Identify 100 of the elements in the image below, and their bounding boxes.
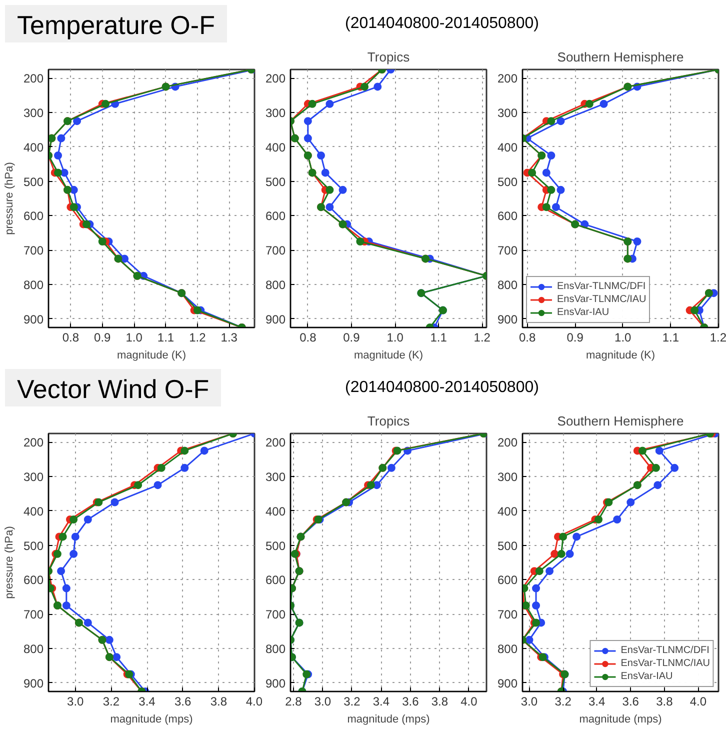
point (532, 602, 540, 610)
point (154, 481, 162, 490)
y-tick-label: 600 (265, 209, 286, 224)
point (374, 82, 382, 91)
point (73, 117, 82, 126)
chart-title: Southern Hemisphere (557, 50, 684, 64)
y-tick-label: 600 (497, 209, 518, 224)
y-tick-label: 400 (265, 140, 286, 154)
y-tick-label: 400 (497, 140, 518, 154)
point (532, 584, 540, 592)
legend-label: EnsVar-TLNMC/DFI (557, 280, 646, 293)
point (304, 117, 312, 126)
point (54, 168, 62, 177)
point (626, 498, 635, 506)
x-tick-label: 3.8 (431, 694, 448, 708)
y-tick-label: 700 (265, 608, 286, 622)
y-tick-label: 600 (497, 573, 518, 588)
x-tick-label: 4.0 (690, 694, 707, 708)
x-tick-label: 3.4 (372, 694, 390, 708)
point (193, 306, 202, 314)
x-axis-title: magnitude (mps) (347, 714, 430, 726)
y-tick-label: 600 (23, 209, 44, 224)
point (550, 550, 559, 558)
x-tick-label: 0.8 (518, 330, 536, 344)
x-tick-label: 2.8 (285, 694, 302, 708)
legend-label: EnsVar-IAU (557, 306, 610, 319)
y-tick-label: 500 (497, 538, 518, 553)
point (638, 446, 646, 455)
x-axis-title: magnitude (K) (586, 350, 656, 362)
y-tick-label: 800 (23, 278, 44, 292)
x-tick-label: 1.0 (614, 330, 632, 344)
line-series (290, 434, 486, 692)
point (547, 186, 556, 194)
x-tick-label: 3.2 (344, 694, 361, 708)
point (54, 152, 62, 160)
y-tick-label: 200 (497, 72, 518, 86)
y-tick-label: 200 (265, 436, 286, 450)
y-tick-label: 300 (23, 106, 44, 120)
y-tick-label: 900 (497, 312, 518, 326)
x-axis-title: magnitude (mps) (579, 714, 662, 726)
x-tick-label: 4.0 (246, 694, 263, 708)
chart-title: Temperature O-F (5, 5, 227, 46)
x-tick-label: 3.6 (402, 694, 420, 708)
point (552, 203, 560, 212)
y-tick-label: 200 (497, 436, 518, 450)
y-tick-label: 800 (265, 278, 286, 292)
chart-title: Tropics (367, 50, 410, 64)
point (556, 117, 565, 126)
point (600, 100, 608, 108)
x-tick-label: 3.0 (520, 694, 538, 708)
point (654, 481, 662, 490)
y-tick-label: 400 (23, 504, 44, 518)
point (57, 567, 66, 576)
y-tick-label: 400 (265, 504, 286, 518)
x-tick-label: 1.2 (189, 330, 206, 344)
point (84, 618, 92, 627)
x-tick-label: 4.0 (460, 694, 478, 708)
x-tick-label: 0.8 (62, 330, 80, 344)
y-tick-label: 300 (23, 470, 44, 484)
y-tick-label: 700 (23, 244, 44, 258)
x-tick-label: 3.8 (210, 694, 228, 708)
legend-label: EnsVar-TLNMC/DFI (620, 644, 710, 657)
point (134, 481, 142, 490)
point (547, 117, 556, 126)
point (304, 134, 312, 142)
y-tick-label: 900 (265, 676, 286, 690)
chart-title: Southern Hemisphere (557, 414, 684, 428)
x-tick-label: 1.2 (710, 330, 726, 344)
y-tick-label: 500 (265, 538, 286, 553)
point (338, 186, 347, 194)
y-tick-label: 200 (265, 72, 286, 86)
x-tick-label: 3.6 (622, 694, 640, 708)
x-tick-label: 1.3 (220, 330, 238, 344)
x-tick-label: 0.8 (300, 330, 317, 344)
point (326, 100, 334, 108)
y-tick-label: 800 (265, 642, 286, 656)
y-tick-label: 900 (497, 676, 518, 690)
point (387, 464, 396, 472)
point (360, 82, 369, 91)
point (633, 238, 642, 246)
y-tick-label: 700 (497, 608, 518, 622)
x-tick-label: 1.1 (662, 330, 680, 344)
point (326, 186, 334, 194)
y-tick-label: 500 (23, 538, 44, 553)
y-axis-title: pressure (hPa) (3, 526, 16, 599)
point (102, 100, 110, 108)
point (613, 516, 622, 524)
point (70, 550, 78, 558)
y-tick-label: 500 (23, 174, 44, 189)
y-tick-label: 300 (265, 106, 286, 120)
y-tick-label: 700 (497, 244, 518, 258)
y-tick-label: 800 (23, 642, 44, 656)
point (110, 498, 119, 506)
x-tick-label: 3.8 (656, 694, 674, 708)
point (559, 532, 568, 541)
point (71, 532, 80, 541)
point (316, 152, 325, 160)
x-tick-label: 3.0 (67, 694, 84, 708)
point (572, 532, 581, 541)
legend-label: EnsVar-IAU (620, 670, 673, 683)
